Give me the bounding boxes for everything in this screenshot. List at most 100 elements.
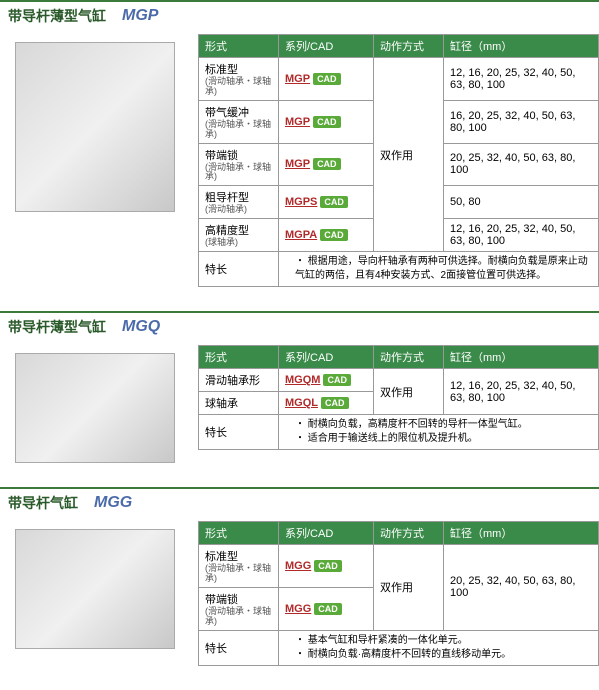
spec-table-column: 形式系列/CAD动作方式缸径（mm）滑动轴承形MGQMCAD双作用12, 16,… [198, 345, 599, 463]
spec-table: 形式系列/CAD动作方式缸径（mm）滑动轴承形MGQMCAD双作用12, 16,… [198, 345, 599, 450]
column-header-series: 系列/CAD [279, 522, 374, 545]
cell-series: MGPCAD [279, 58, 374, 101]
feature-bullet: ・ 适合用于输送线上的限位机及提升机。 [285, 432, 592, 446]
feature-bullet: ・ 耐横向负载，高精度杆不回转的导杆一体型气缸。 [285, 418, 592, 432]
cad-badge[interactable]: CAD [314, 560, 342, 572]
cell-action: 双作用 [374, 369, 444, 415]
section-body: 形式系列/CAD动作方式缸径（mm）标准型(滑动轴承・球轴承)MGGCAD双作用… [0, 517, 599, 670]
series-link[interactable]: MGP [285, 158, 310, 170]
cell-series: MGPCAD [279, 143, 374, 186]
section-header: 带导杆薄型气缸 MGQ [0, 311, 599, 341]
series-link[interactable]: MGG [285, 560, 311, 572]
cad-badge[interactable]: CAD [320, 196, 348, 208]
cell-bore: 20, 25, 32, 40, 50, 63, 80, 100 [444, 545, 599, 631]
column-header-type: 形式 [199, 346, 279, 369]
table-row: 标准型(滑动轴承・球轴承)MGGCAD双作用20, 25, 32, 40, 50… [199, 545, 599, 588]
table-row: 标准型(滑动轴承・球轴承)MGPCAD双作用12, 16, 20, 25, 32… [199, 58, 599, 101]
series-link[interactable]: MGQL [285, 397, 318, 409]
column-header-action: 动作方式 [374, 35, 444, 58]
product-image [15, 353, 175, 463]
cell-action: 双作用 [374, 58, 444, 252]
table-row: 滑动轴承形MGQMCAD双作用12, 16, 20, 25, 32, 40, 5… [199, 369, 599, 392]
product-image [15, 529, 175, 649]
cell-series: MGPCAD [279, 100, 374, 143]
product-section: 带导杆薄型气缸MGQ形式系列/CAD动作方式缸径（mm）滑动轴承形MGQMCAD… [0, 311, 599, 467]
series-link[interactable]: MGQM [285, 374, 320, 386]
feature-bullet: ・ 根据用途，导向杆轴承有两种可供选择。耐横向负载是原来止动气缸的两倍，且有4种… [285, 255, 592, 283]
cell-type: 带气缓冲(滑动轴承・球轴承) [199, 100, 279, 143]
feature-cell: ・ 根据用途，导向杆轴承有两种可供选择。耐横向负载是原来止动气缸的两倍，且有4种… [279, 252, 599, 287]
section-body: 形式系列/CAD动作方式缸径（mm）标准型(滑动轴承・球轴承)MGPCAD双作用… [0, 30, 599, 291]
type-label: 带气缓冲 [205, 107, 249, 119]
type-label: 粗导杆型 [205, 192, 249, 204]
cell-series: MGGCAD [279, 545, 374, 588]
type-label: 带端锁 [205, 150, 238, 162]
cell-type: 标准型(滑动轴承・球轴承) [199, 58, 279, 101]
type-subtitle: (滑动轴承・球轴承) [205, 77, 272, 97]
section-body: 形式系列/CAD动作方式缸径（mm）滑动轴承形MGQMCAD双作用12, 16,… [0, 341, 599, 467]
spec-table-column: 形式系列/CAD动作方式缸径（mm）标准型(滑动轴承・球轴承)MGGCAD双作用… [198, 521, 599, 666]
cad-badge[interactable]: CAD [313, 158, 341, 170]
column-header-type: 形式 [199, 35, 279, 58]
feature-bullet: ・ 耐横向负载·高精度杆不回转的直线移动单元。 [285, 648, 592, 662]
column-header-series: 系列/CAD [279, 346, 374, 369]
series-link[interactable]: MGPA [285, 229, 317, 241]
type-subtitle: (滑动轴承) [205, 205, 272, 215]
spec-table: 形式系列/CAD动作方式缸径（mm）标准型(滑动轴承・球轴承)MGGCAD双作用… [198, 521, 599, 666]
cad-badge[interactable]: CAD [313, 73, 341, 85]
series-link[interactable]: MGP [285, 73, 310, 85]
series-link[interactable]: MGP [285, 116, 310, 128]
product-image-column [0, 345, 190, 463]
cell-type: 标准型(滑动轴承・球轴承) [199, 545, 279, 588]
column-header-type: 形式 [199, 522, 279, 545]
type-subtitle: (滑动轴承・球轴承) [205, 163, 272, 183]
product-section: 带导杆气缸MGG形式系列/CAD动作方式缸径（mm）标准型(滑动轴承・球轴承)M… [0, 487, 599, 670]
series-link[interactable]: MGG [285, 603, 311, 615]
section-model-code: MGQ [122, 318, 160, 336]
feature-row: 特长・ 基本气缸和导杆紧凑的一体化单元。・ 耐横向负载·高精度杆不回转的直线移动… [199, 630, 599, 665]
section-model-code: MGP [122, 7, 158, 25]
feature-row: 特长・ 根据用途，导向杆轴承有两种可供选择。耐横向负载是原来止动气缸的两倍，且有… [199, 252, 599, 287]
cell-type: 带端锁(滑动轴承・球轴承) [199, 143, 279, 186]
section-title: 带导杆薄型气缸 [8, 6, 106, 26]
column-header-action: 动作方式 [374, 346, 444, 369]
cad-badge[interactable]: CAD [314, 603, 342, 615]
section-title: 带导杆薄型气缸 [8, 317, 106, 337]
cad-badge[interactable]: CAD [313, 116, 341, 128]
section-model-code: MGG [94, 494, 132, 512]
cell-series: MGPACAD [279, 219, 374, 252]
feature-row: 特长・ 耐横向负载，高精度杆不回转的导杆一体型气缸。・ 适合用于输送线上的限位机… [199, 415, 599, 450]
type-label: 标准型 [205, 64, 238, 76]
product-section: 带导杆薄型气缸MGP形式系列/CAD动作方式缸径（mm）标准型(滑动轴承・球轴承… [0, 0, 599, 291]
type-label: 带端锁 [205, 594, 238, 606]
type-label: 标准型 [205, 551, 238, 563]
type-subtitle: (滑动轴承・球轴承) [205, 564, 272, 584]
spec-table-column: 形式系列/CAD动作方式缸径（mm）标准型(滑动轴承・球轴承)MGPCAD双作用… [198, 34, 599, 287]
section-header: 带导杆气缸MGG [0, 487, 599, 517]
cell-series: MGQLCAD [279, 392, 374, 415]
product-image [15, 42, 175, 212]
column-header-bore: 缸径（mm） [444, 522, 599, 545]
cell-type: 带端锁(滑动轴承・球轴承) [199, 587, 279, 630]
feature-label: 特长 [199, 630, 279, 665]
cad-badge[interactable]: CAD [321, 397, 349, 409]
column-header-series: 系列/CAD [279, 35, 374, 58]
type-subtitle: (滑动轴承・球轴承) [205, 607, 272, 627]
cad-badge[interactable]: CAD [320, 229, 348, 241]
series-link[interactable]: MGPS [285, 196, 317, 208]
cell-bore: 50, 80 [444, 186, 599, 219]
cell-type: 滑动轴承形 [199, 369, 279, 392]
cell-series: MGPSCAD [279, 186, 374, 219]
column-header-bore: 缸径（mm） [444, 35, 599, 58]
cell-series: MGGCAD [279, 587, 374, 630]
spec-table: 形式系列/CAD动作方式缸径（mm）标准型(滑动轴承・球轴承)MGPCAD双作用… [198, 34, 599, 287]
feature-cell: ・ 耐横向负载，高精度杆不回转的导杆一体型气缸。・ 适合用于输送线上的限位机及提… [279, 415, 599, 450]
cell-type: 粗导杆型(滑动轴承) [199, 186, 279, 219]
feature-label: 特长 [199, 252, 279, 287]
cell-series: MGQMCAD [279, 369, 374, 392]
cell-bore: 12, 16, 20, 25, 32, 40, 50, 63, 80, 100 [444, 369, 599, 415]
product-image-column [0, 34, 190, 287]
feature-bullet: ・ 基本气缸和导杆紧凑的一体化单元。 [285, 634, 592, 648]
cad-badge[interactable]: CAD [323, 374, 351, 386]
feature-label: 特长 [199, 415, 279, 450]
